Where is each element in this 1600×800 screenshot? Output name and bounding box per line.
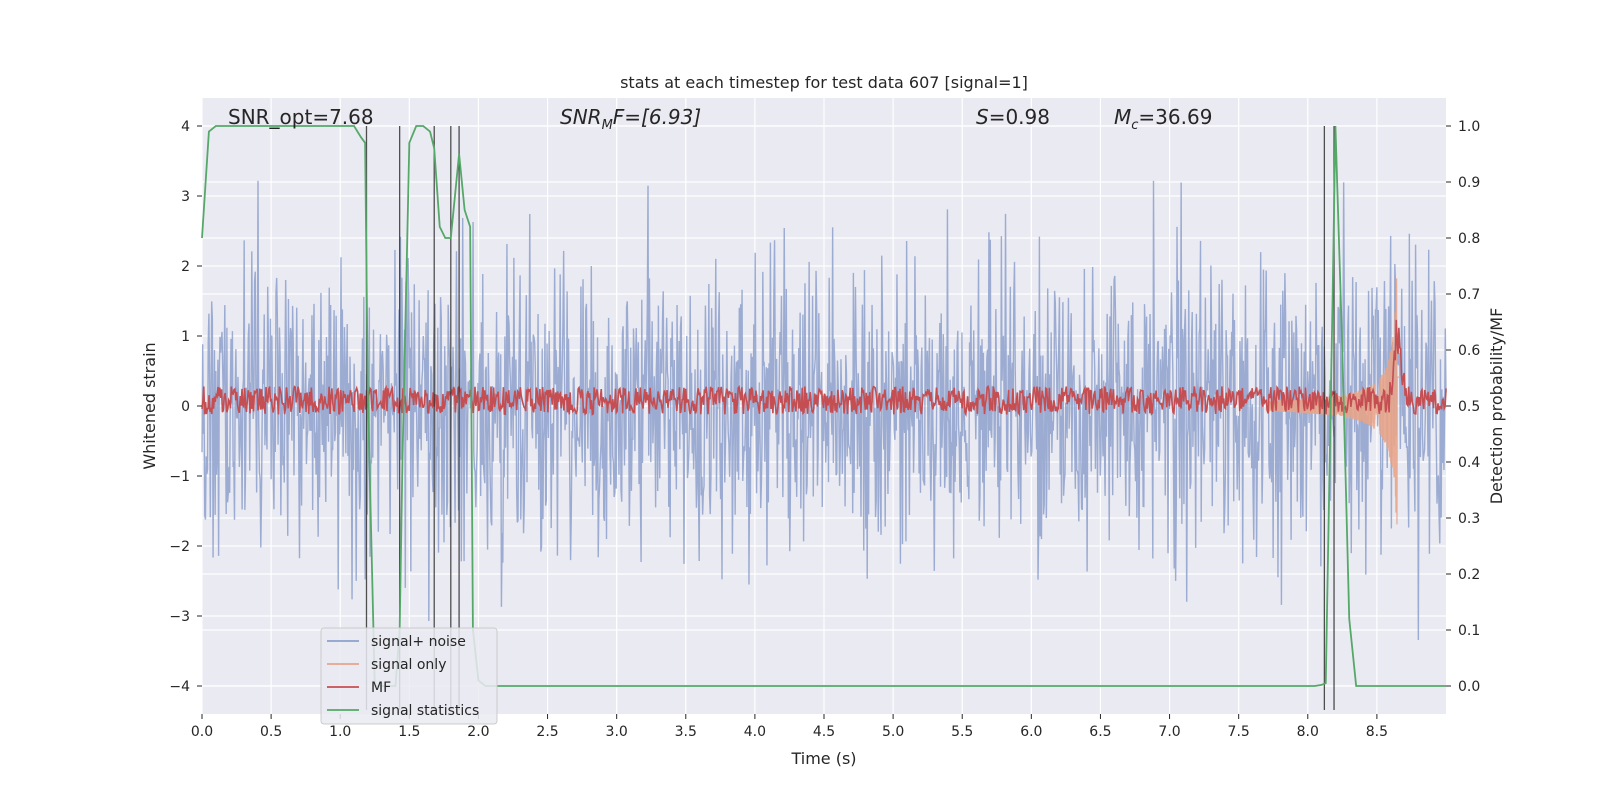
x-tick-label-9: 4.5 bbox=[813, 724, 835, 740]
y-tick-label-4: 0 bbox=[181, 399, 190, 415]
y-tick-label-0: −4 bbox=[169, 679, 190, 695]
y-tick-label-7: 3 bbox=[181, 189, 190, 205]
y2-tick-label-8: 0.8 bbox=[1458, 231, 1480, 247]
series-mf bbox=[201, 319, 1447, 418]
x-tick-label-11: 5.5 bbox=[951, 724, 973, 740]
y2-tick-label-6: 0.6 bbox=[1458, 343, 1480, 359]
x-axis-label: Time (s) bbox=[790, 749, 856, 768]
x-tick-label-16: 8.0 bbox=[1297, 724, 1319, 740]
x-tick-label-3: 1.5 bbox=[398, 724, 420, 740]
x-tick-label-4: 2.0 bbox=[467, 724, 489, 740]
legend-box bbox=[320, 627, 498, 725]
annotation-snr-mf: SNRMF=[6.93] bbox=[560, 105, 701, 133]
series-line-signal-plus-noise bbox=[201, 180, 1447, 641]
y-tick-label-3: −1 bbox=[169, 469, 190, 485]
chart-title: stats at each timestep for test data 607… bbox=[620, 73, 1028, 92]
x-tick-label-8: 4.0 bbox=[744, 724, 766, 740]
y2-tick-label-2: 0.2 bbox=[1458, 567, 1480, 583]
annotation-s: S=0.98 bbox=[976, 105, 1050, 129]
legend: signal+ noise signal only MF signal stat… bbox=[320, 627, 498, 725]
y2-axis-label: Detection probability/MF bbox=[1487, 308, 1506, 505]
x-tick-label-5: 2.5 bbox=[536, 724, 558, 740]
x-tick-label-0: 0.0 bbox=[191, 724, 213, 740]
x-tick-label-10: 5.0 bbox=[882, 724, 904, 740]
x-tick-label-13: 6.5 bbox=[1089, 724, 1111, 740]
y2-tick-label-5: 0.5 bbox=[1458, 399, 1480, 415]
legend-label-mf: MF bbox=[371, 680, 391, 696]
y2-tick-label-1: 0.1 bbox=[1458, 623, 1480, 639]
series-signal-statistics bbox=[201, 125, 1446, 687]
x-tick-label-17: 8.5 bbox=[1366, 724, 1388, 740]
y-tick-label-8: 4 bbox=[181, 119, 190, 135]
legend-label-signal-statistics: signal statistics bbox=[371, 703, 479, 719]
x-tick-label-12: 6.0 bbox=[1020, 724, 1042, 740]
y2-tick-label-7: 0.7 bbox=[1458, 287, 1480, 303]
series-line-mf bbox=[201, 319, 1447, 418]
y-tick-label-1: −3 bbox=[169, 609, 190, 625]
y2-tick-label-3: 0.3 bbox=[1458, 511, 1480, 527]
x-tick-label-2: 1.0 bbox=[329, 724, 351, 740]
y-tick-label-5: 1 bbox=[181, 329, 190, 345]
x-tick-label-7: 3.5 bbox=[675, 724, 697, 740]
x-tick-label-15: 7.5 bbox=[1228, 724, 1250, 740]
y-axis-label: Whitened strain bbox=[140, 342, 159, 469]
x-tick-label-6: 3.0 bbox=[606, 724, 628, 740]
ticks: 0.0 0.5 1.0 1.5 2.0 2.5 3.0 3.5 4.0 4.5 5.0 5.5 6.0 6… bbox=[169, 119, 1480, 740]
legend-label-signal-only: signal only bbox=[371, 657, 446, 673]
series-signal-plus-noise bbox=[201, 180, 1447, 641]
x-tick-label-14: 7.0 bbox=[1158, 724, 1180, 740]
y2-tick-label-4: 0.4 bbox=[1458, 455, 1480, 471]
y-tick-label-6: 2 bbox=[181, 259, 190, 275]
y2-tick-label-9: 0.9 bbox=[1458, 175, 1480, 191]
series-line-signal-statistics bbox=[201, 125, 1446, 687]
y2-tick-label-0: 0.0 bbox=[1458, 679, 1480, 695]
y2-tick-label-10: 1.0 bbox=[1458, 119, 1480, 135]
y-tick-label-2: −2 bbox=[169, 539, 190, 555]
x-tick-label-1: 0.5 bbox=[260, 724, 282, 740]
annotation-mc: Mc=36.69 bbox=[1114, 105, 1212, 133]
legend-label-signal-plus-noise: signal+ noise bbox=[371, 634, 466, 650]
annotation-snr-opt: SNR_opt=7.68 bbox=[228, 105, 374, 129]
